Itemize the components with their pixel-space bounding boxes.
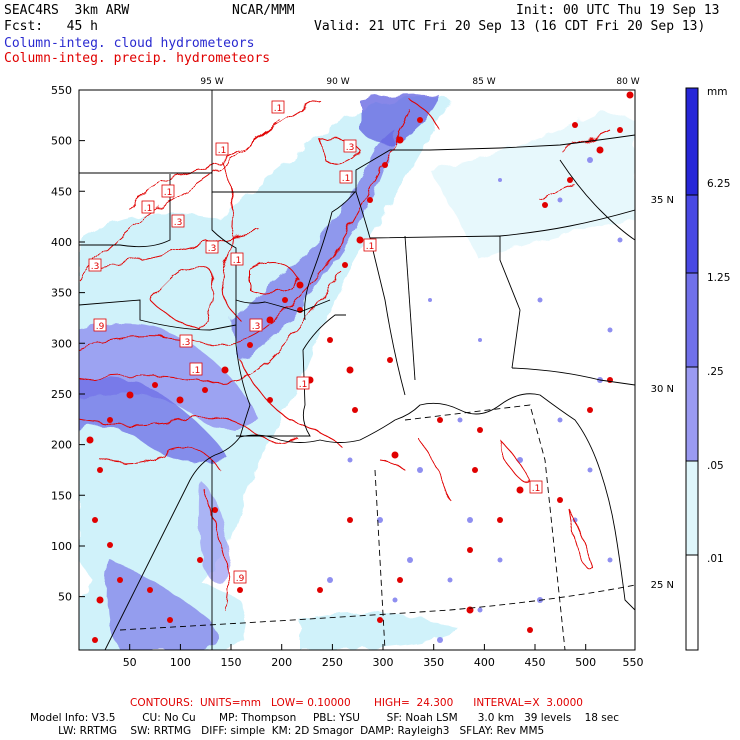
contour-label: .1 xyxy=(366,242,375,252)
contour-label: .3 xyxy=(208,244,217,254)
y-tick-label: 350 xyxy=(51,287,72,300)
colorbar-segment xyxy=(686,555,698,650)
y-tick-label: 500 xyxy=(51,135,72,148)
y-tick-label: 400 xyxy=(51,236,72,249)
y-tick-label: 300 xyxy=(51,337,72,350)
field-cloud-label: Column-integ. cloud hydrometeors xyxy=(4,36,255,51)
x-tick-label: 250 xyxy=(322,656,343,669)
cloud-dots xyxy=(327,157,623,643)
y-tick-label: 550 xyxy=(51,84,72,97)
colorbar-segment xyxy=(686,367,698,461)
x-tick-label: 350 xyxy=(423,656,444,669)
model-title: SEAC4RS 3km ARW xyxy=(4,3,130,18)
valid-time: Valid: 21 UTC Fri 20 Sep 13 (16 CDT Fri … xyxy=(314,19,706,34)
colorbar-segment xyxy=(686,88,698,195)
colorbar-segment xyxy=(686,273,698,367)
colorbar-label: .05 xyxy=(707,460,724,472)
contour-info: CONTOURS: UNITS=mm LOW= 0.10000 HIGH= 24… xyxy=(130,697,583,709)
contour-label: .9 xyxy=(236,574,245,584)
contour-label: .1 xyxy=(274,104,283,114)
x-tick-label: 500 xyxy=(575,656,596,669)
lat-label: 35 N xyxy=(651,195,674,206)
axis-ticks xyxy=(79,89,636,650)
colorbar-unit: mm xyxy=(707,86,727,98)
precip-contours xyxy=(79,99,611,611)
forecast-hour: Fcst: 45 h xyxy=(4,19,98,34)
y-tick-label: 100 xyxy=(51,540,72,553)
colorbar-label: .25 xyxy=(707,366,724,378)
contour-label: .9 xyxy=(96,322,105,332)
contour-label: .3 xyxy=(174,218,183,228)
contour-label: .1 xyxy=(144,204,153,214)
contour-label: .1 xyxy=(164,188,173,198)
y-tick-label: 150 xyxy=(51,489,72,502)
contour-label: .1 xyxy=(218,146,227,156)
x-tick-label: 400 xyxy=(474,656,495,669)
x-tick-label: 300 xyxy=(373,656,394,669)
y-tick-label: 50 xyxy=(58,591,72,604)
colorbar-label: .01 xyxy=(707,553,724,565)
lon-label: 85 W xyxy=(472,77,495,87)
colorbar-segment xyxy=(686,461,698,555)
field-precip-label: Column-integ. precip. hydrometeors xyxy=(4,51,271,66)
plot-frame xyxy=(78,89,636,651)
y-tick-label: 250 xyxy=(51,388,72,401)
colorbar-frame xyxy=(685,87,699,651)
model-info-line-2: LW: RRTMG SW: RRTMG DIFF: simple KM: 2D … xyxy=(8,725,545,737)
contour-label: .3 xyxy=(182,338,191,348)
colorbar-label: 1.25 xyxy=(707,272,730,284)
x-tick-label: 450 xyxy=(525,656,546,669)
contour-label: .1 xyxy=(342,174,351,184)
colorbar-label: 6.25 xyxy=(707,178,730,190)
x-tick-label: 200 xyxy=(271,656,292,669)
longitude-labels: 95 W 90 W 85 W 80 W xyxy=(200,77,639,87)
contour-label: .3 xyxy=(252,322,261,332)
colorbar: mm 6.25 1.25 .25 .05 .01 xyxy=(685,86,730,651)
contour-label: .1 xyxy=(233,256,242,266)
contour-label: .3 xyxy=(346,143,355,153)
y-tick-label: 200 xyxy=(51,439,72,452)
colorbar-segment xyxy=(686,195,698,273)
x-tick-label: 100 xyxy=(170,656,191,669)
contour-label: .1 xyxy=(192,366,201,376)
x-tick-label: 50 xyxy=(123,656,137,669)
init-time: Init: 00 UTC Thu 19 Sep 13 xyxy=(516,3,720,18)
lon-label: 95 W xyxy=(200,77,223,87)
lon-label: 90 W xyxy=(326,77,349,87)
y-axis-labels: 550 500 450 400 350 300 250 200 150 100 … xyxy=(51,84,72,604)
x-tick-label: 550 xyxy=(623,656,644,669)
lat-label: 30 N xyxy=(651,384,674,395)
contour-label: .3 xyxy=(91,262,100,272)
org-label: NCAR/MMM xyxy=(232,3,295,18)
lat-label: 25 N xyxy=(651,580,674,591)
x-tick-label: 150 xyxy=(221,656,242,669)
contour-value-labels: .1 .1 .1 .1 .3 .3 .1 .1 .3 .3 .1 .9 .3 .… xyxy=(88,100,543,584)
contour-label: .1 xyxy=(532,484,541,494)
model-info-line-1: Model Info: V3.5 CU: No Cu MP: Thompson … xyxy=(30,712,619,724)
boundaries xyxy=(79,90,635,650)
lon-label: 80 W xyxy=(616,77,639,87)
x-axis-labels: 50 100 150 200 250 300 350 400 450 500 5… xyxy=(123,656,644,669)
latitude-labels: 35 N 30 N 25 N xyxy=(651,195,674,591)
contour-label: .1 xyxy=(299,380,308,390)
cloud-shading-blue xyxy=(79,94,440,650)
y-tick-label: 450 xyxy=(51,185,72,198)
maritime-boundaries xyxy=(119,404,635,650)
